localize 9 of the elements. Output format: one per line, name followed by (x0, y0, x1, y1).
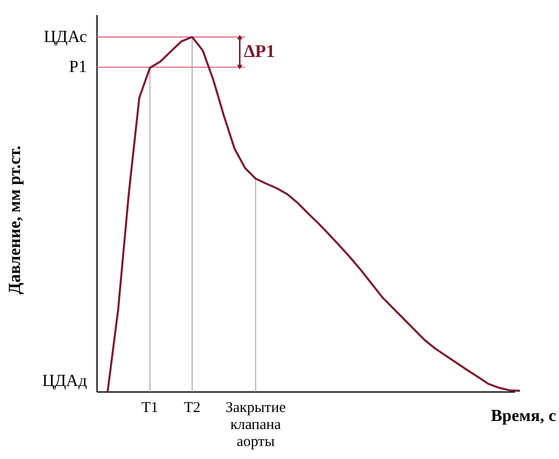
x-tick-label: T1 (142, 400, 158, 416)
ref-line-label: ЦДАс (44, 27, 88, 46)
ref-line-label: P1 (69, 57, 87, 76)
x-axis-title: Время, с (490, 406, 556, 425)
x-tick-label: T2 (184, 400, 201, 416)
x-tick-label: Закрытие клапана аорты (225, 400, 286, 450)
text: ЦДАд (42, 371, 88, 390)
y-axis-title: Давление, мм рт.ст. (5, 146, 24, 294)
annotation: ΔP1 (244, 41, 276, 62)
